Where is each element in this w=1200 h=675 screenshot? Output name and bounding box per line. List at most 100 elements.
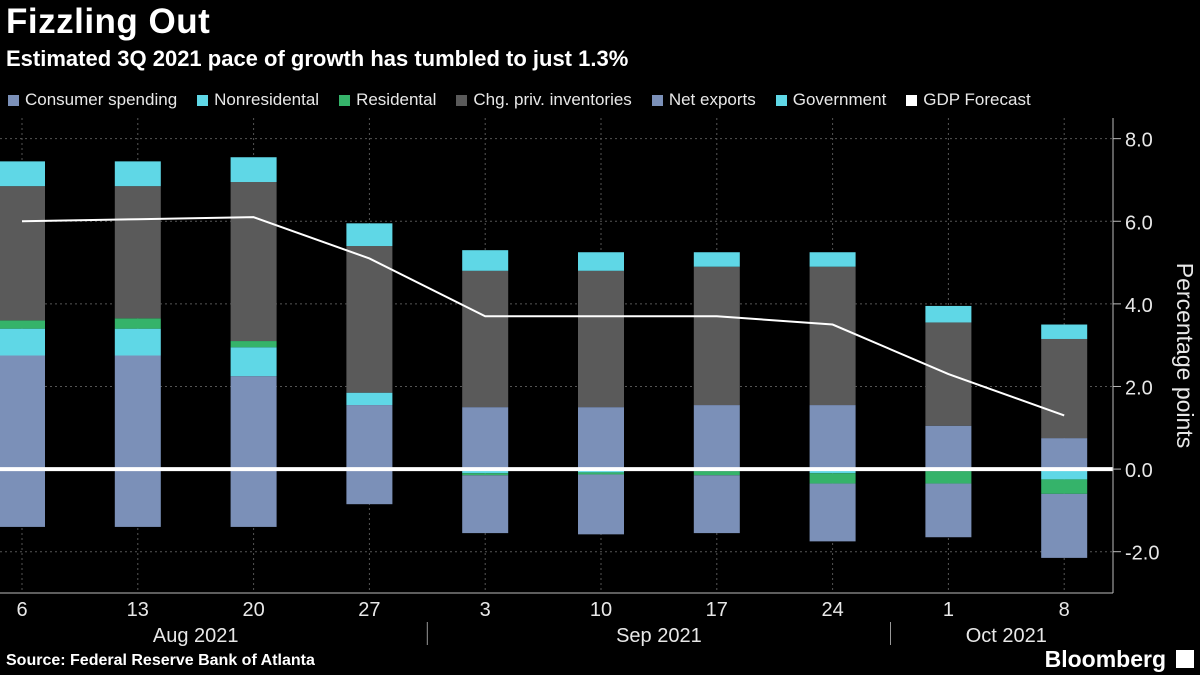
gdp-forecast-line-group <box>21 216 1065 417</box>
bars <box>0 157 1088 558</box>
bar-segment <box>230 157 277 183</box>
y-tick-label: 0.0 <box>1125 460 1153 482</box>
x-tick-label: 13 <box>127 599 149 621</box>
bar-segment <box>809 483 856 542</box>
bar-segment <box>925 305 972 323</box>
bar-segment <box>693 405 740 470</box>
legend-item-consumer-spending: Consumer spending <box>8 90 177 110</box>
x-month-label: Sep 2021 <box>616 625 702 647</box>
bar-segment <box>114 469 161 527</box>
y-tick-label: 4.0 <box>1125 295 1153 317</box>
legend-item-government: Government <box>775 90 887 110</box>
bar-segment <box>230 469 277 527</box>
bar-segment <box>462 250 509 271</box>
bar-segment <box>0 186 45 321</box>
bar-segment <box>462 270 509 408</box>
bar-segment <box>346 469 393 505</box>
bar-segment <box>809 405 856 470</box>
x-tick-label: 3 <box>480 599 491 621</box>
bar-segment <box>925 471 972 484</box>
bar-segment <box>0 161 45 187</box>
y-tick-label: 2.0 <box>1125 377 1153 399</box>
legend-swatch <box>906 94 918 106</box>
y-axis-title: Percentage points <box>1172 263 1198 448</box>
legend-label: Nonresidental <box>214 90 320 109</box>
legend-item-gdp-forecast: GDP Forecast <box>906 90 1031 110</box>
bar-segment <box>230 376 277 470</box>
bar-segment <box>0 469 45 527</box>
bar-segment <box>1041 479 1088 494</box>
y-tick-label: 8.0 <box>1125 130 1153 152</box>
bar-segment <box>462 473 509 476</box>
bar-segment <box>693 266 740 406</box>
bloomberg-logo-icon <box>1176 650 1194 668</box>
legend-label: Net exports <box>668 90 756 109</box>
bar-segment <box>462 475 509 534</box>
x-tick-label: 24 <box>821 599 843 621</box>
x-tick-label: 27 <box>358 599 380 621</box>
chart-subtitle: Estimated 3Q 2021 pace of growth has tum… <box>6 46 629 71</box>
bar-segment <box>462 469 509 474</box>
bar-segment <box>462 407 509 470</box>
bar-segment <box>809 252 856 267</box>
legend: Consumer spending Nonresidental Resident… <box>8 90 1031 110</box>
legend-swatch <box>775 94 787 106</box>
legend-swatch <box>339 94 351 106</box>
legend-swatch <box>651 94 663 106</box>
legend-label: Government <box>792 90 887 109</box>
bar-segment <box>0 355 45 470</box>
bar-segment <box>346 405 393 470</box>
bar-segment <box>925 483 972 538</box>
chart-title: Fizzling Out <box>6 2 211 41</box>
x-tick-label: 8 <box>1059 599 1070 621</box>
bar-segment <box>693 252 740 267</box>
x-tick-label: 6 <box>16 599 27 621</box>
bar-segment <box>230 341 277 348</box>
bar-segment <box>230 182 277 342</box>
legend-item-net-exports: Net exports <box>651 90 756 110</box>
y-tick-label: 6.0 <box>1125 212 1153 234</box>
bar-segment <box>114 318 161 329</box>
bar-segment <box>114 355 161 470</box>
bar-segment <box>809 469 856 474</box>
legend-swatch <box>456 94 468 106</box>
bar-segment <box>230 347 277 377</box>
bar-segment <box>1041 438 1088 470</box>
bar-segment <box>346 246 393 393</box>
y-tick-label: -2.0 <box>1125 543 1159 565</box>
bar-segment <box>1041 493 1088 558</box>
x-tick-label: 10 <box>590 599 612 621</box>
bar-segment <box>809 473 856 484</box>
bloomberg-logo: Bloomberg <box>1044 646 1166 672</box>
bar-segment <box>693 471 740 476</box>
bar-segment <box>1041 324 1088 339</box>
bar-segment <box>114 328 161 356</box>
bar-segment <box>0 320 45 329</box>
legend-swatch <box>197 94 209 106</box>
bar-segment <box>578 407 624 470</box>
bar-segment <box>114 161 161 187</box>
bar-segment <box>1041 338 1088 439</box>
bar-segment <box>578 472 624 475</box>
bar-segment <box>578 270 624 408</box>
bar-segment <box>693 475 740 534</box>
bar-segment <box>114 186 161 319</box>
x-tick-label: 20 <box>242 599 264 621</box>
legend-label: Chg. priv. inventories <box>473 90 632 109</box>
legend-item-nonresidential: Nonresidental <box>197 90 319 110</box>
gdp-forecast-line <box>21 216 1065 417</box>
bar-segment <box>1041 469 1088 480</box>
bar-segment <box>346 392 393 406</box>
bar-segment <box>346 223 393 247</box>
legend-item-residential: Residental <box>339 90 436 110</box>
legend-swatch <box>8 94 19 106</box>
x-month-label: Oct 2021 <box>966 625 1047 647</box>
legend-label: Residental <box>356 90 437 109</box>
source-note: Source: Federal Reserve Bank of Atlanta <box>6 652 315 669</box>
x-month-label: Aug 2021 <box>153 625 239 647</box>
x-tick-label: 17 <box>706 599 728 621</box>
bar-segment <box>925 425 972 470</box>
x-tick-label: 1 <box>943 599 954 621</box>
